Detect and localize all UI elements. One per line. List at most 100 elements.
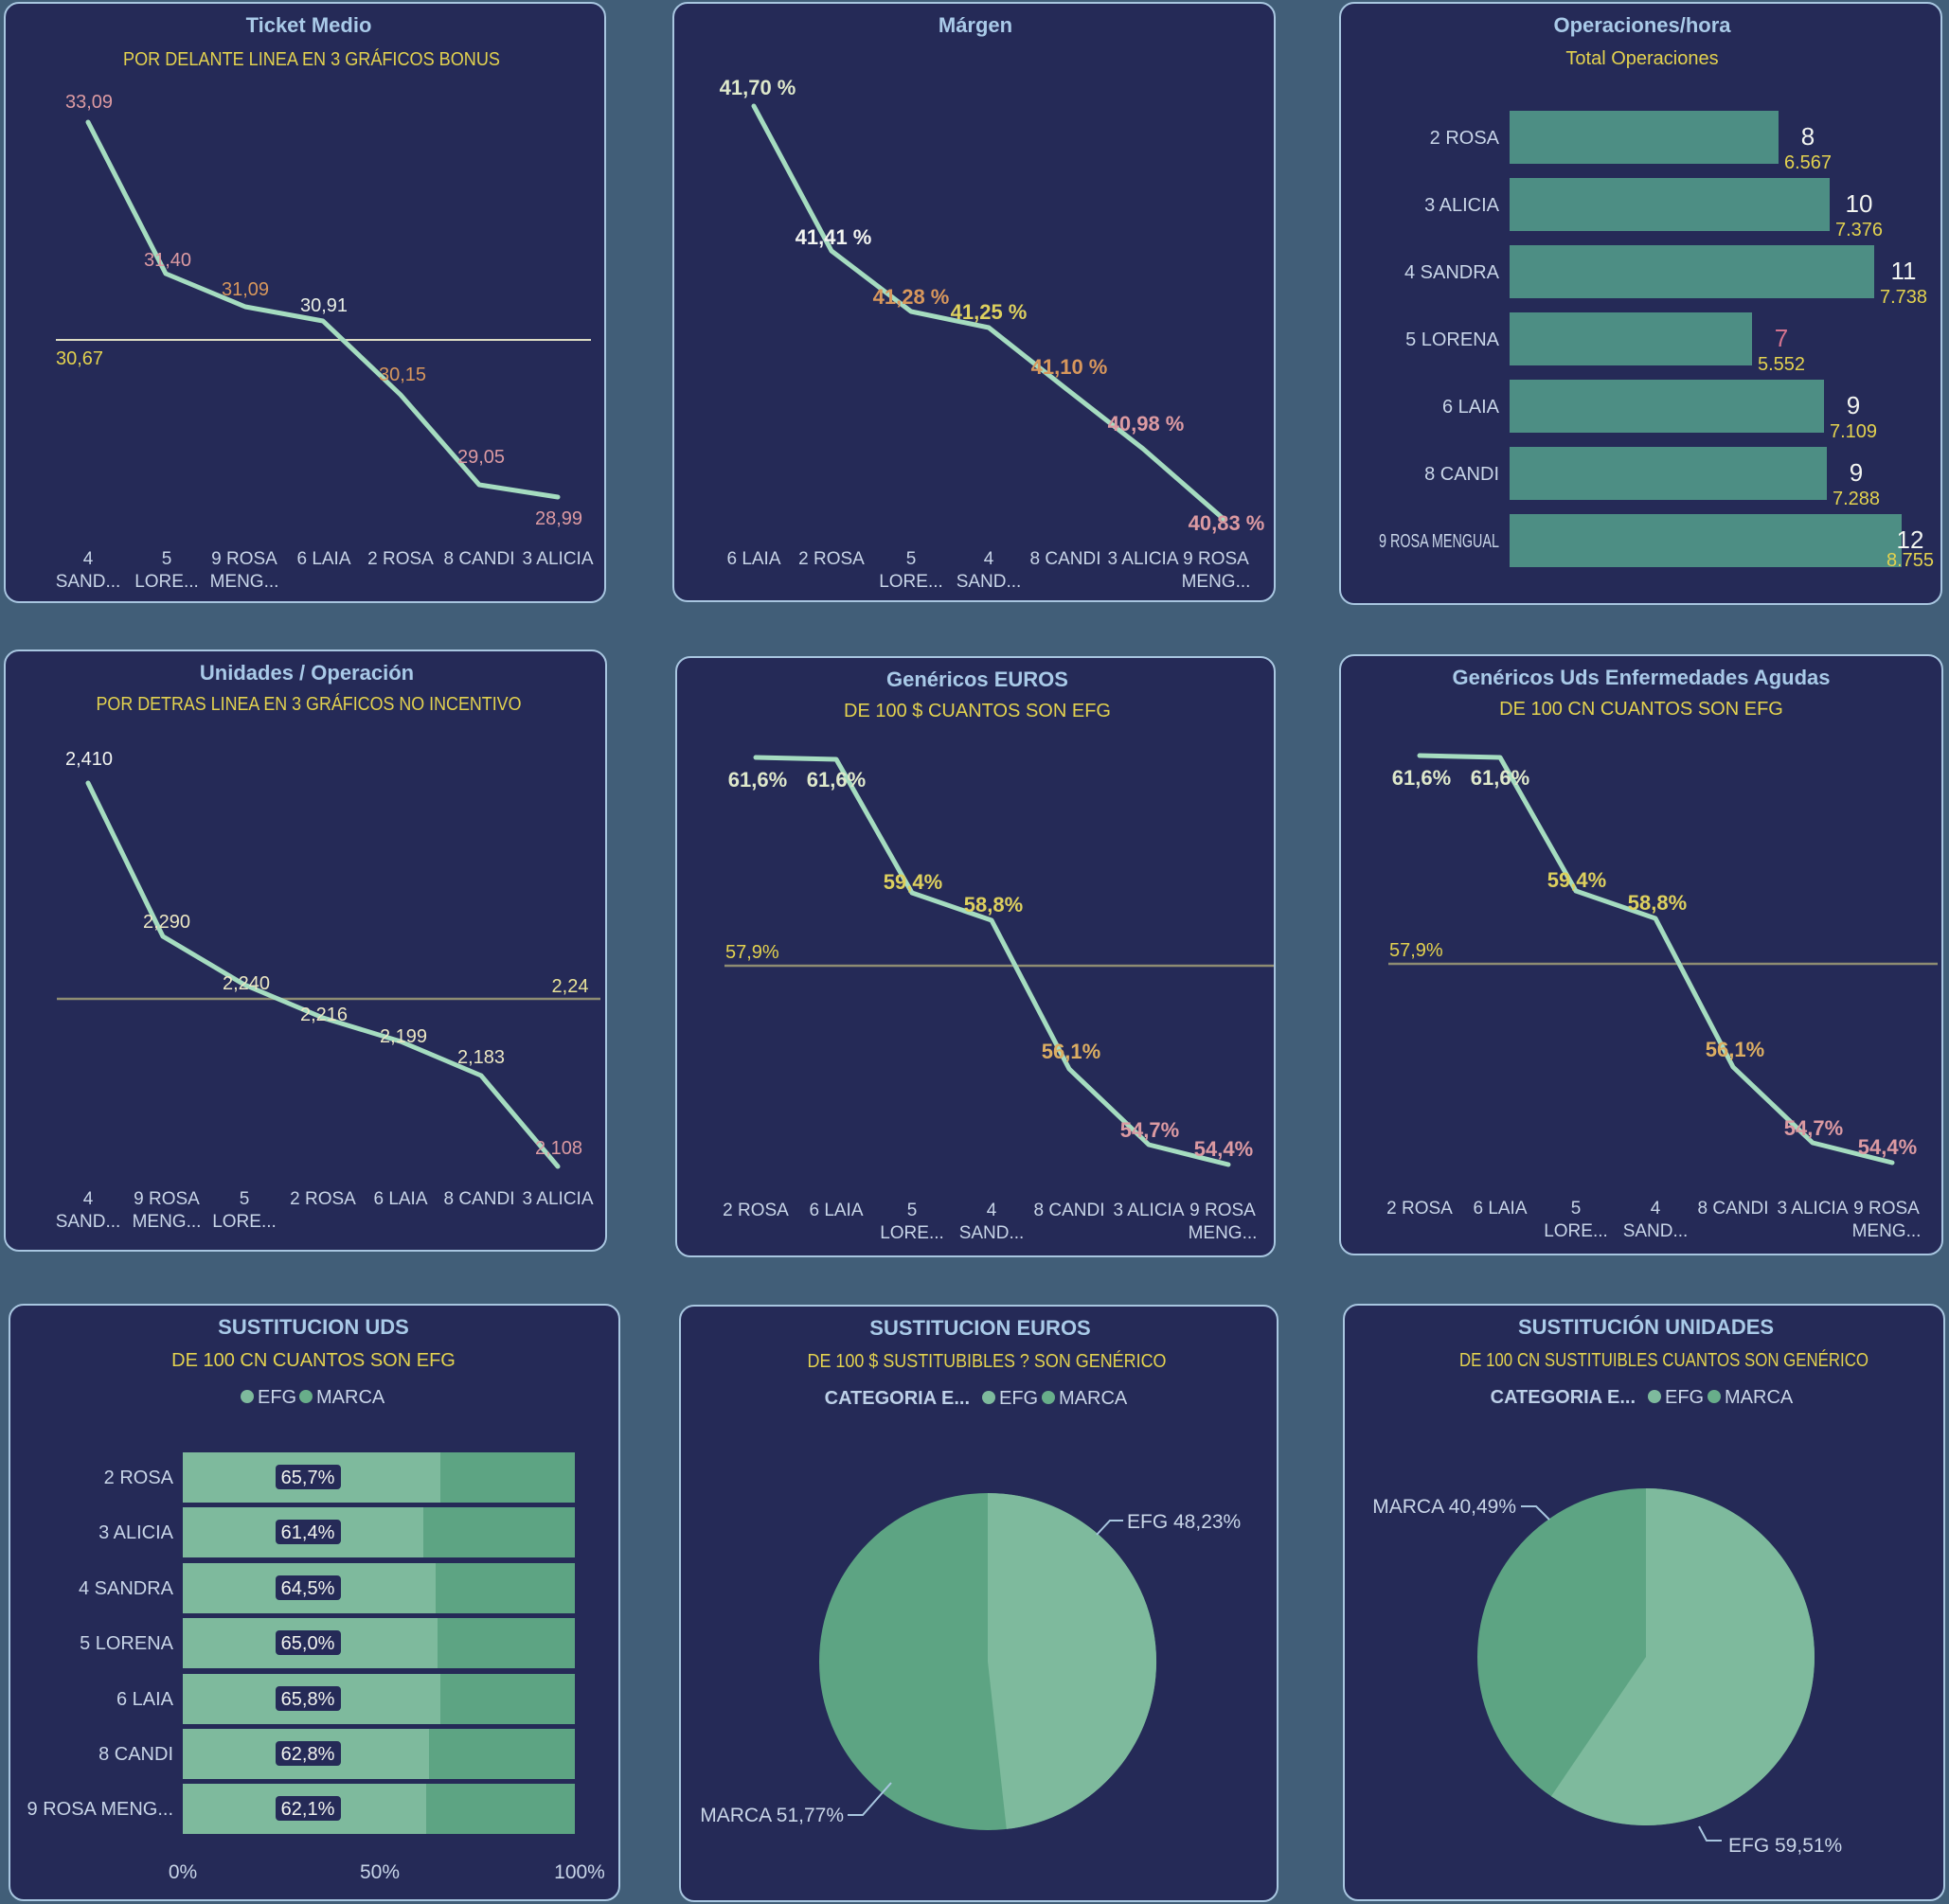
svg-text:41,28 %: 41,28 %	[873, 285, 950, 309]
svg-text:28,99: 28,99	[535, 508, 582, 529]
svg-text:4: 4	[987, 1201, 997, 1220]
svg-text:40,98 %: 40,98 %	[1108, 412, 1185, 436]
svg-text:Ticket Medio: Ticket Medio	[246, 13, 372, 37]
svg-text:SAND...: SAND...	[56, 572, 121, 592]
svg-text:2 ROSA: 2 ROSA	[723, 1201, 789, 1220]
svg-text:7.288: 7.288	[1833, 489, 1880, 509]
svg-text:3 ALICIA: 3 ALICIA	[1424, 195, 1500, 216]
svg-text:2,216: 2,216	[300, 1005, 348, 1025]
svg-text:41,10 %: 41,10 %	[1031, 355, 1108, 379]
svg-text:9 ROSA: 9 ROSA	[1853, 1199, 1920, 1219]
svg-text:LORE...: LORE...	[134, 572, 199, 592]
svg-text:4: 4	[1651, 1199, 1661, 1219]
svg-text:5: 5	[907, 1201, 918, 1220]
svg-text:41,70 %: 41,70 %	[720, 76, 796, 99]
svg-text:8 CANDI: 8 CANDI	[1034, 1201, 1105, 1220]
svg-text:EFG: EFG	[1665, 1387, 1704, 1408]
svg-text:7.109: 7.109	[1830, 421, 1877, 442]
svg-text:31,09: 31,09	[222, 279, 269, 300]
svg-text:2 ROSA: 2 ROSA	[104, 1468, 174, 1488]
svg-text:CATEGORIA E...: CATEGORIA E...	[825, 1388, 970, 1409]
svg-text:DE 100 $ CUANTOS SON EFG: DE 100 $ CUANTOS SON EFG	[844, 701, 1111, 721]
svg-text:12: 12	[1897, 525, 1924, 554]
svg-text:4 SANDRA: 4 SANDRA	[79, 1578, 174, 1599]
svg-text:30,67: 30,67	[56, 348, 103, 369]
svg-text:MARCA: MARCA	[316, 1387, 385, 1408]
svg-text:40,83 %: 40,83 %	[1189, 511, 1265, 535]
svg-text:7: 7	[1775, 324, 1788, 352]
svg-text:61,6%: 61,6%	[1471, 766, 1529, 790]
svg-text:3 ALICIA: 3 ALICIA	[1778, 1199, 1849, 1219]
svg-text:31,40: 31,40	[144, 250, 191, 271]
svg-text:5: 5	[240, 1189, 250, 1209]
svg-text:56,1%: 56,1%	[1042, 1040, 1100, 1063]
svg-text:50%: 50%	[360, 1861, 400, 1883]
svg-text:Márgen: Márgen	[939, 13, 1012, 37]
svg-text:3 ALICIA: 3 ALICIA	[98, 1522, 174, 1543]
svg-text:8 CANDI: 8 CANDI	[1030, 549, 1101, 569]
svg-text:4: 4	[83, 549, 94, 569]
svg-text:8.755: 8.755	[1886, 550, 1934, 571]
svg-text:Unidades / Operación: Unidades / Operación	[200, 661, 414, 685]
svg-text:41,41 %: 41,41 %	[796, 225, 872, 249]
svg-text:61,4%: 61,4%	[281, 1522, 335, 1543]
svg-text:SAND...: SAND...	[56, 1212, 121, 1232]
svg-text:6 LAIA: 6 LAIA	[373, 1189, 427, 1209]
svg-text:65,7%: 65,7%	[281, 1468, 335, 1488]
svg-text:62,1%: 62,1%	[281, 1799, 335, 1820]
svg-text:DE 100 $ SUSTITUBIBLES ? SON G: DE 100 $ SUSTITUBIBLES ? SON GENÉRICO	[808, 1350, 1167, 1372]
svg-text:6 LAIA: 6 LAIA	[726, 549, 780, 569]
svg-text:MARCA 51,77%: MARCA 51,77%	[700, 1805, 844, 1826]
svg-text:8 CANDI: 8 CANDI	[1424, 464, 1499, 485]
svg-text:EFG: EFG	[258, 1387, 296, 1408]
svg-text:MENG...: MENG...	[133, 1212, 202, 1232]
svg-text:6 LAIA: 6 LAIA	[116, 1689, 174, 1710]
svg-text:SAND...: SAND...	[959, 1223, 1025, 1243]
svg-text:3 ALICIA: 3 ALICIA	[523, 549, 594, 569]
svg-text:Genéricos Uds Enfermedades Agu: Genéricos Uds Enfermedades Agudas	[1453, 666, 1831, 689]
svg-text:8 CANDI: 8 CANDI	[1698, 1199, 1769, 1219]
svg-text:LORE...: LORE...	[212, 1212, 277, 1232]
svg-text:6 LAIA: 6 LAIA	[1473, 1199, 1527, 1219]
svg-text:62,8%: 62,8%	[281, 1744, 335, 1765]
svg-text:9 ROSA: 9 ROSA	[1183, 549, 1249, 569]
svg-text:5: 5	[1571, 1199, 1582, 1219]
svg-text:DE 100 CN CUANTOS SON EFG: DE 100 CN CUANTOS SON EFG	[171, 1350, 456, 1371]
svg-text:54,7%: 54,7%	[1784, 1116, 1843, 1140]
svg-text:2 ROSA: 2 ROSA	[367, 549, 434, 569]
svg-text:MENG...: MENG...	[1182, 572, 1251, 592]
svg-text:4: 4	[83, 1189, 94, 1209]
svg-text:65,0%: 65,0%	[281, 1633, 335, 1654]
svg-text:2,199: 2,199	[380, 1026, 427, 1047]
svg-text:61,6%: 61,6%	[728, 768, 787, 792]
svg-text:LORE...: LORE...	[880, 1223, 944, 1243]
svg-text:29,05: 29,05	[457, 447, 505, 468]
svg-text:54,7%: 54,7%	[1120, 1118, 1179, 1142]
svg-text:61,6%: 61,6%	[1392, 766, 1451, 790]
svg-text:30,91: 30,91	[300, 295, 348, 316]
svg-text:MENG...: MENG...	[1189, 1223, 1258, 1243]
svg-text:11: 11	[1891, 257, 1917, 285]
svg-text:2,240: 2,240	[223, 973, 270, 994]
svg-text:SAND...: SAND...	[957, 572, 1022, 592]
svg-text:POR DETRAS LINEA EN 3 GRÁFICOS: POR DETRAS LINEA EN 3 GRÁFICOS NO INCENT…	[97, 693, 522, 715]
svg-text:41,25 %: 41,25 %	[951, 300, 1028, 324]
svg-text:59,4%: 59,4%	[1547, 868, 1606, 892]
svg-text:9: 9	[1850, 458, 1863, 487]
svg-text:Genéricos EUROS: Genéricos EUROS	[886, 667, 1068, 691]
svg-text:5.552: 5.552	[1758, 354, 1805, 375]
svg-text:2 ROSA: 2 ROSA	[1386, 1199, 1453, 1219]
svg-text:4 SANDRA: 4 SANDRA	[1404, 262, 1500, 283]
svg-text:5: 5	[162, 549, 172, 569]
svg-text:3 ALICIA: 3 ALICIA	[1114, 1201, 1185, 1220]
svg-text:3 ALICIA: 3 ALICIA	[1108, 549, 1179, 569]
svg-text:0%: 0%	[169, 1861, 197, 1883]
svg-text:2 ROSA: 2 ROSA	[1430, 128, 1500, 149]
svg-text:2,108: 2,108	[535, 1138, 582, 1159]
svg-text:2 ROSA: 2 ROSA	[290, 1189, 356, 1209]
svg-text:EFG 59,51%: EFG 59,51%	[1728, 1835, 1842, 1857]
svg-text:5 LORENA: 5 LORENA	[80, 1633, 174, 1654]
svg-text:8 CANDI: 8 CANDI	[98, 1744, 173, 1765]
svg-text:9 ROSA: 9 ROSA	[1189, 1201, 1256, 1220]
svg-text:9 ROSA: 9 ROSA	[134, 1189, 200, 1209]
